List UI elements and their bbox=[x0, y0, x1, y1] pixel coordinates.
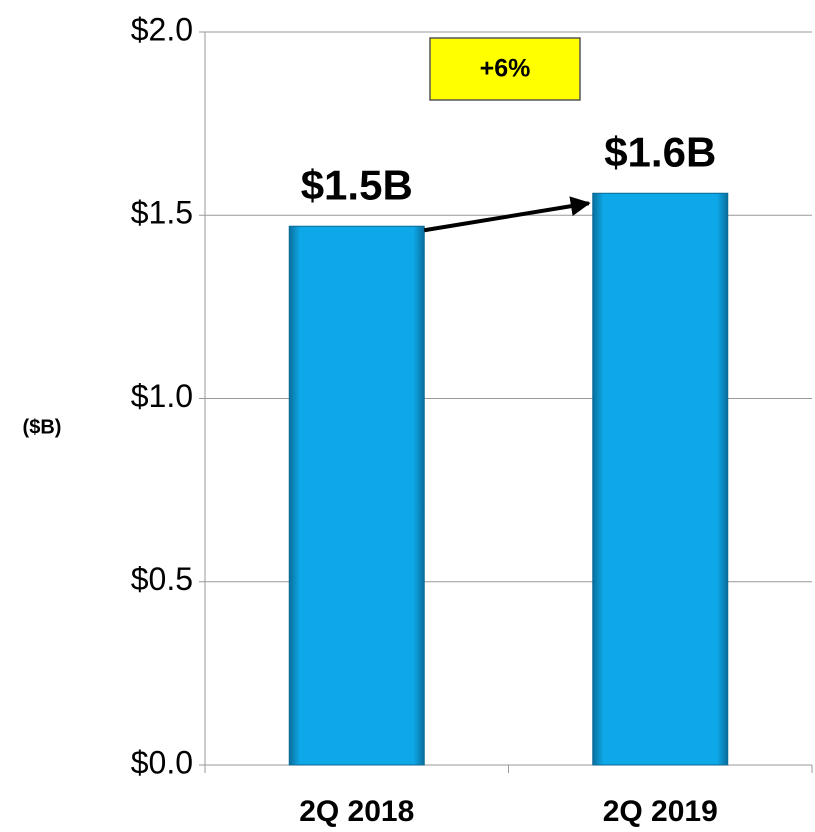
bar bbox=[592, 192, 729, 766]
value-label: $1.5B bbox=[301, 161, 413, 208]
annotation-box bbox=[429, 37, 581, 101]
y-tick-label: $0.5 bbox=[131, 561, 193, 597]
annotation: +6% bbox=[480, 55, 531, 83]
value-label: $1.6B bbox=[604, 128, 716, 175]
y-axis-label: ($B) bbox=[23, 416, 62, 438]
bar bbox=[288, 225, 425, 766]
y-tick-label: $0.0 bbox=[131, 744, 193, 780]
y-tick-label: $2.0 bbox=[131, 11, 193, 47]
y-tick-label: $1.5 bbox=[131, 195, 193, 231]
x-tick-label: 2Q 2019 bbox=[603, 795, 718, 828]
x-tick-label: 2Q 2018 bbox=[299, 795, 414, 828]
growth-arrow bbox=[423, 196, 591, 233]
y-tick-label: $1.0 bbox=[131, 378, 193, 414]
